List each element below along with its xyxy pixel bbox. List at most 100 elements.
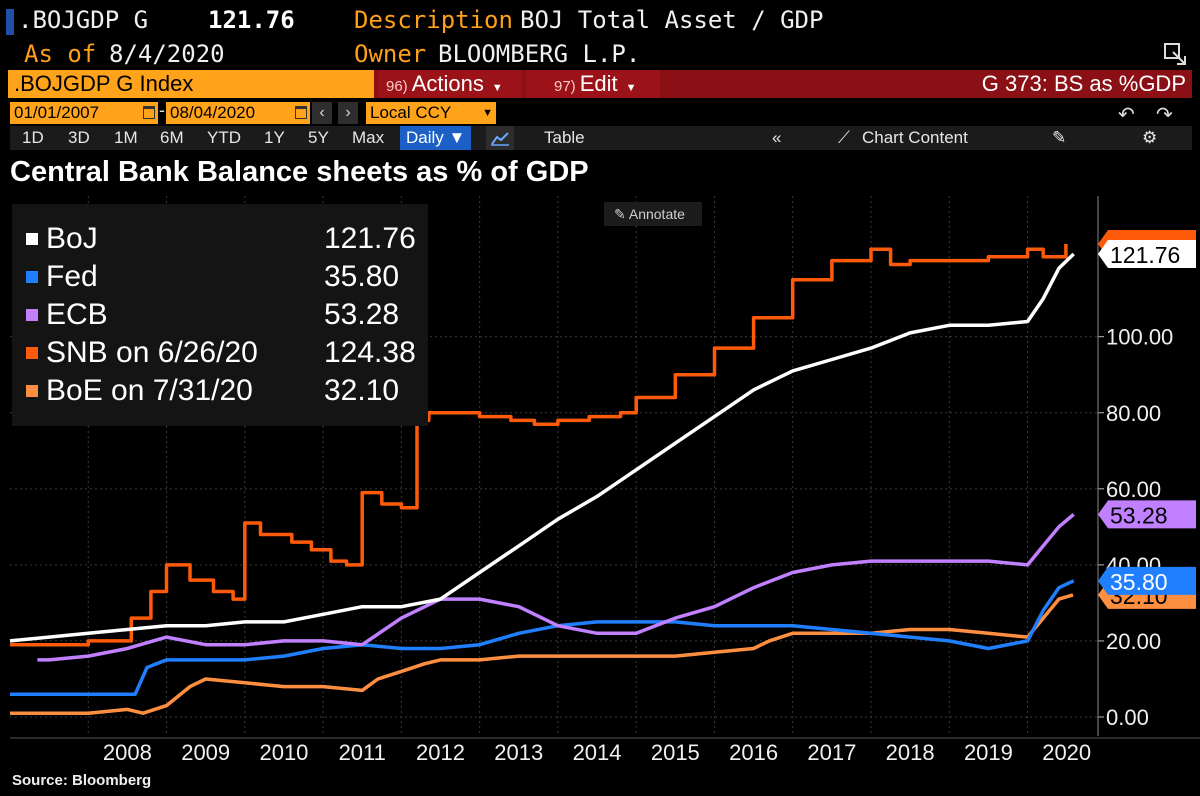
asof-date: 8/4/2020: [109, 40, 225, 68]
x-tick-label: 2009: [181, 740, 230, 765]
x-tick-label: 2010: [259, 740, 308, 765]
source-note: Source: Bloomberg: [12, 772, 152, 789]
calendar-icon[interactable]: [143, 106, 155, 119]
legend-swatch: [26, 271, 38, 283]
legend-swatch: [26, 233, 38, 245]
popout-icon[interactable]: [1163, 42, 1189, 66]
x-tick-label: 2008: [103, 740, 152, 765]
legend-entry-fed: Fed 35.80: [26, 258, 426, 296]
legend-entry-snb: SNB on 6/26/20 124.38: [26, 334, 426, 372]
value-tag-label: 121.76: [1110, 242, 1180, 268]
value-tag-fed: 35.80: [1098, 566, 1196, 595]
legend-label: BoJ: [46, 222, 98, 255]
pencil-icon: ✎: [614, 206, 629, 222]
period-6m[interactable]: 6M: [160, 128, 184, 147]
legend-entry-boj: BoJ 121.76: [26, 220, 426, 258]
legend-swatch: [26, 347, 38, 359]
legend-label: Fed: [46, 260, 98, 293]
axis-layer: 2008 2009 2010 2011 2012 2013 2014 2015 2016 2017…: [10, 196, 1200, 765]
security-field[interactable]: .BOJGDP G Index: [8, 70, 374, 98]
value-tag-label: 35.80: [1110, 569, 1168, 595]
x-tick-label: 2019: [964, 740, 1013, 765]
edit-label: Edit: [579, 71, 618, 96]
x-tick-label: 2014: [573, 740, 622, 765]
series-line-boj: [9, 252, 1075, 643]
series-line-ecb: [37, 513, 1075, 662]
actions-code: 96): [386, 78, 408, 95]
y-tick-label: 100.00: [1106, 325, 1173, 350]
description-label: Description: [354, 6, 513, 34]
legend-entry-ecb: ECB 53.28: [26, 296, 426, 334]
start-date-value: 01/01/2007: [14, 103, 100, 122]
calendar-icon[interactable]: [295, 106, 307, 119]
edit-code: 97): [554, 78, 576, 95]
y-tick-label: 80.00: [1106, 401, 1161, 426]
period-1y[interactable]: 1Y: [264, 128, 285, 147]
date-separator: -: [159, 100, 165, 120]
owner-label: Owner: [354, 40, 427, 68]
x-tick-label: 2012: [416, 740, 465, 765]
legend-label: SNB on 6/26/20: [46, 336, 258, 369]
period-1m[interactable]: 1M: [114, 128, 138, 147]
chevron-down-icon: ▼: [491, 82, 503, 94]
chevron-down-icon: ▼: [482, 107, 493, 119]
chart-content-icon[interactable]: ⟋: [838, 128, 850, 147]
frequency-select[interactable]: Daily ▼: [400, 126, 472, 150]
value-tag-shape: [1098, 239, 1196, 268]
x-tick-label: 2013: [494, 740, 543, 765]
period-max[interactable]: Max: [352, 128, 385, 147]
collapse-icon[interactable]: «: [772, 128, 782, 147]
annotate-button[interactable]: ✎ Annotate: [604, 202, 702, 226]
currency-value: Local CCY: [370, 103, 452, 122]
end-date-input[interactable]: 08/04/2020: [166, 102, 310, 124]
chart-title: Central Bank Balance sheets as % of GDP: [10, 156, 589, 188]
gear-icon[interactable]: ⚙: [1142, 128, 1158, 147]
value-tag-label: 53.28: [1110, 502, 1168, 528]
legend-label: BoE on 7/31/20: [46, 374, 253, 407]
period-3d[interactable]: 3D: [68, 128, 90, 147]
line-chart-icon[interactable]: [486, 126, 514, 150]
ticker: .BOJGDP G: [18, 6, 149, 34]
actions-menu[interactable]: 96) Actions ▼: [378, 70, 522, 98]
previous-period-button[interactable]: ‹: [312, 102, 332, 124]
x-tick-label: 2011: [339, 740, 386, 765]
table-view-button[interactable]: Table: [544, 128, 585, 147]
legend-value: 124.38: [324, 336, 416, 369]
chart-content-button[interactable]: Chart Content: [862, 128, 968, 147]
value-tag-shape: [1098, 500, 1196, 529]
edit-menu[interactable]: 97) Edit ▼: [526, 70, 660, 98]
redo-icon[interactable]: ↷: [1156, 104, 1173, 126]
legend-entry-boe: BoE on 7/31/20 32.10: [26, 372, 426, 410]
legend-label: ECB: [46, 298, 108, 331]
function-label: G 373: BS as %GDP: [981, 71, 1186, 96]
legend-value: 53.28: [324, 298, 400, 331]
period-1d[interactable]: 1D: [22, 128, 44, 147]
last-value: 121.76: [208, 6, 295, 34]
end-date-value: 08/04/2020: [170, 103, 256, 122]
chevron-down-icon: ▼: [625, 82, 637, 94]
x-tick-label: 2016: [729, 740, 778, 765]
undo-icon[interactable]: ↶: [1118, 104, 1135, 126]
next-period-button[interactable]: ›: [338, 102, 358, 124]
annotate-label: Annotate: [628, 206, 685, 222]
period-ytd[interactable]: YTD: [207, 128, 241, 147]
security-marker: [6, 9, 14, 35]
toolbar: [10, 126, 1192, 150]
period-5y[interactable]: 5Y: [308, 128, 329, 147]
legend-value: 32.10: [324, 374, 400, 407]
x-tick-label: 2015: [651, 740, 700, 765]
start-date-input[interactable]: 01/01/2007: [10, 102, 158, 124]
value-tag-ecb: 53.28: [1098, 500, 1196, 529]
legend-swatch: [26, 385, 38, 397]
legend-value: 121.76: [324, 222, 416, 255]
y-tick-label: 0.00: [1106, 705, 1149, 730]
legend-swatch: [26, 309, 38, 321]
value-tag-boj: 121.76: [1098, 239, 1196, 268]
x-tick-label: 2020: [1042, 740, 1091, 765]
legend-value: 35.80: [324, 260, 400, 293]
currency-select[interactable]: Local CCY ▼: [366, 102, 496, 124]
edit-chart-icon[interactable]: ✎: [1052, 128, 1067, 147]
series-layer: [9, 244, 1075, 715]
